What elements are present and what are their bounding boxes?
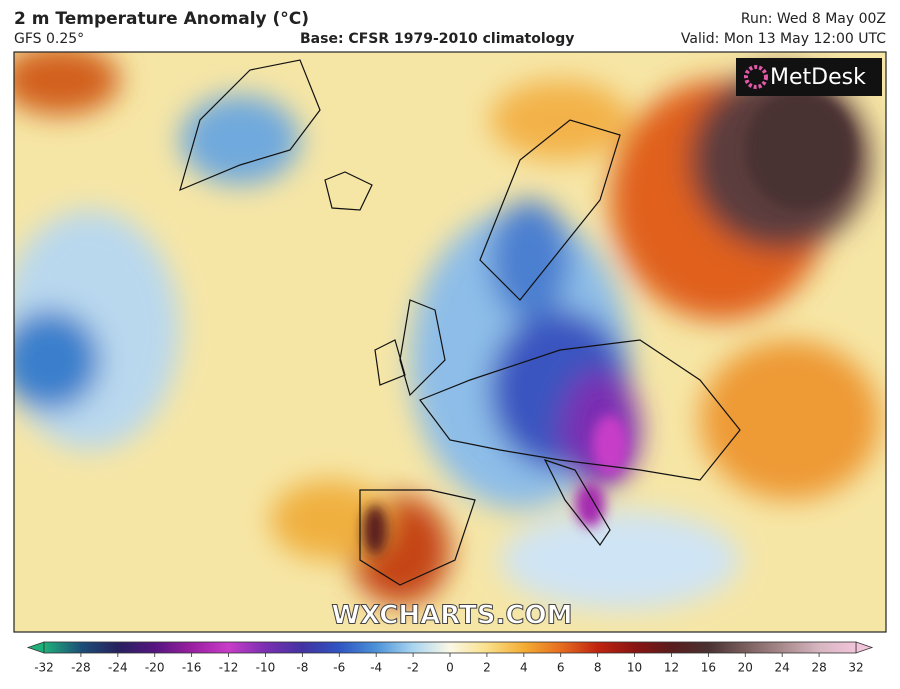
- colorbar: -32 -28 -24 -20 -16 -12 -10 -8 -6 -4 -2 0 2 4 6 8 10 12 16…: [26, 641, 874, 675]
- map-frame: [13, 51, 887, 633]
- colorbar-gradient: [43, 641, 857, 654]
- logo-mark: [744, 65, 768, 89]
- colorbar-end: [26, 641, 45, 654]
- colorbar-end: [855, 641, 874, 654]
- colorbar-tick-label: 0: [446, 661, 454, 675]
- warm-area: [490, 80, 630, 160]
- valid: Valid: Mon 13 May 12:00 UTC: [680, 31, 886, 47]
- warm-area: [14, 52, 120, 115]
- title: 2 m Temperature Anomaly (°C): [14, 9, 310, 29]
- colorbar-tick-label: 24: [775, 661, 790, 675]
- anomaly-field: [14, 52, 886, 632]
- colorbar-tick-label: 32: [848, 661, 863, 675]
- coastline: [179, 59, 321, 192]
- base: Base: CFSR 1979-2010 climatology: [300, 31, 575, 47]
- logo-box: [736, 58, 882, 96]
- colorbar-tick-label: -2: [407, 661, 419, 675]
- colorbar-tick-label: -12: [219, 661, 239, 675]
- colorbar-tick-label: 8: [594, 661, 602, 675]
- colorbar-tick-label: 12: [664, 661, 679, 675]
- colorbar-tick-label: -4: [370, 661, 382, 675]
- colorbar-tick-label: -28: [71, 661, 91, 675]
- coastline: [374, 339, 406, 386]
- colorbar-tick-label: 16: [701, 661, 716, 675]
- colorbar-tick-label: -10: [256, 661, 276, 675]
- cold-area: [14, 310, 100, 410]
- colorbar-tick-label: -32: [34, 661, 54, 675]
- coastlines: [179, 59, 741, 586]
- colorbar-tick-label: 28: [811, 661, 826, 675]
- warm-core: [363, 505, 387, 555]
- coastline: [359, 489, 476, 586]
- coastline: [543, 458, 611, 547]
- colorbar-tick-label: -6: [333, 661, 345, 675]
- warm-area: [700, 340, 880, 500]
- colorbar-tick-label: -8: [296, 661, 308, 675]
- colorbar-tick-label: -16: [182, 661, 202, 675]
- warm-core: [745, 90, 855, 210]
- colorbar-tick-label: -24: [108, 661, 128, 675]
- colorbar-tick-label: 2: [483, 661, 491, 675]
- colorbar-tick-label: 6: [557, 661, 565, 675]
- coastline: [399, 299, 446, 397]
- cold-core: [575, 483, 605, 527]
- model: GFS 0.25°: [14, 31, 85, 47]
- colorbar-tick-label: 20: [738, 661, 753, 675]
- logo-text: MetDesk: [770, 65, 866, 90]
- cold-area: [500, 510, 740, 610]
- colorbar-tick-label: 4: [520, 661, 528, 675]
- colorbar-tick-label: 10: [627, 661, 642, 675]
- coastline: [479, 119, 621, 301]
- watermark: WXCHARTS.COM: [331, 601, 572, 631]
- cold-area: [180, 95, 300, 185]
- coastline: [324, 171, 373, 211]
- cold-core: [592, 415, 628, 475]
- coastline: [419, 339, 741, 481]
- run: Run: Wed 8 May 00Z: [740, 11, 886, 27]
- colorbar-tick-label: -20: [145, 661, 165, 675]
- cold-area: [490, 200, 570, 320]
